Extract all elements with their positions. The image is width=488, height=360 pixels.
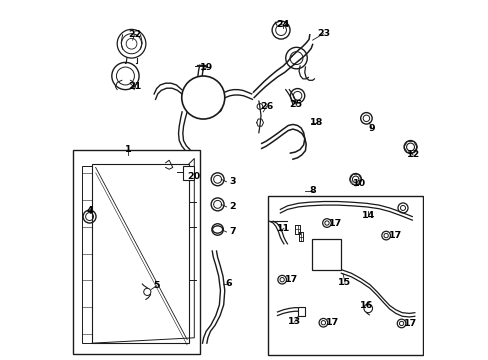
- Text: 17: 17: [387, 231, 401, 240]
- Text: 24: 24: [276, 19, 289, 28]
- Bar: [92, 164, 188, 343]
- Text: 13: 13: [287, 317, 301, 326]
- Text: 1: 1: [124, 145, 131, 154]
- Text: 19: 19: [200, 63, 213, 72]
- Ellipse shape: [212, 226, 222, 233]
- Text: 17: 17: [328, 219, 342, 228]
- Text: 3: 3: [229, 177, 236, 186]
- Text: 11: 11: [277, 224, 290, 233]
- Text: 17: 17: [403, 319, 416, 328]
- Bar: [267, 196, 422, 355]
- Text: 25: 25: [289, 100, 302, 109]
- Text: 17: 17: [325, 318, 338, 327]
- Text: 26: 26: [260, 102, 273, 111]
- Text: 18: 18: [309, 118, 322, 127]
- Text: 4: 4: [86, 206, 93, 215]
- Text: 6: 6: [224, 279, 231, 288]
- Text: 17: 17: [284, 275, 297, 284]
- Text: 5: 5: [153, 281, 160, 290]
- Text: 20: 20: [186, 172, 200, 181]
- Bar: [297, 307, 304, 316]
- Text: 7: 7: [229, 228, 236, 237]
- Text: 10: 10: [352, 179, 365, 188]
- Circle shape: [143, 288, 151, 296]
- Bar: [82, 166, 92, 343]
- Text: 12: 12: [406, 150, 419, 159]
- Text: 8: 8: [308, 186, 315, 195]
- Text: 22: 22: [127, 30, 141, 39]
- Bar: [73, 149, 199, 354]
- Text: 15: 15: [338, 278, 351, 287]
- Text: 14: 14: [361, 211, 374, 220]
- Text: 23: 23: [316, 29, 329, 38]
- Text: 16: 16: [359, 301, 372, 310]
- Text: 21: 21: [127, 82, 141, 91]
- Text: 2: 2: [229, 202, 236, 211]
- Text: 9: 9: [368, 123, 374, 132]
- Bar: [311, 239, 341, 270]
- Bar: [183, 166, 194, 180]
- Circle shape: [182, 76, 224, 119]
